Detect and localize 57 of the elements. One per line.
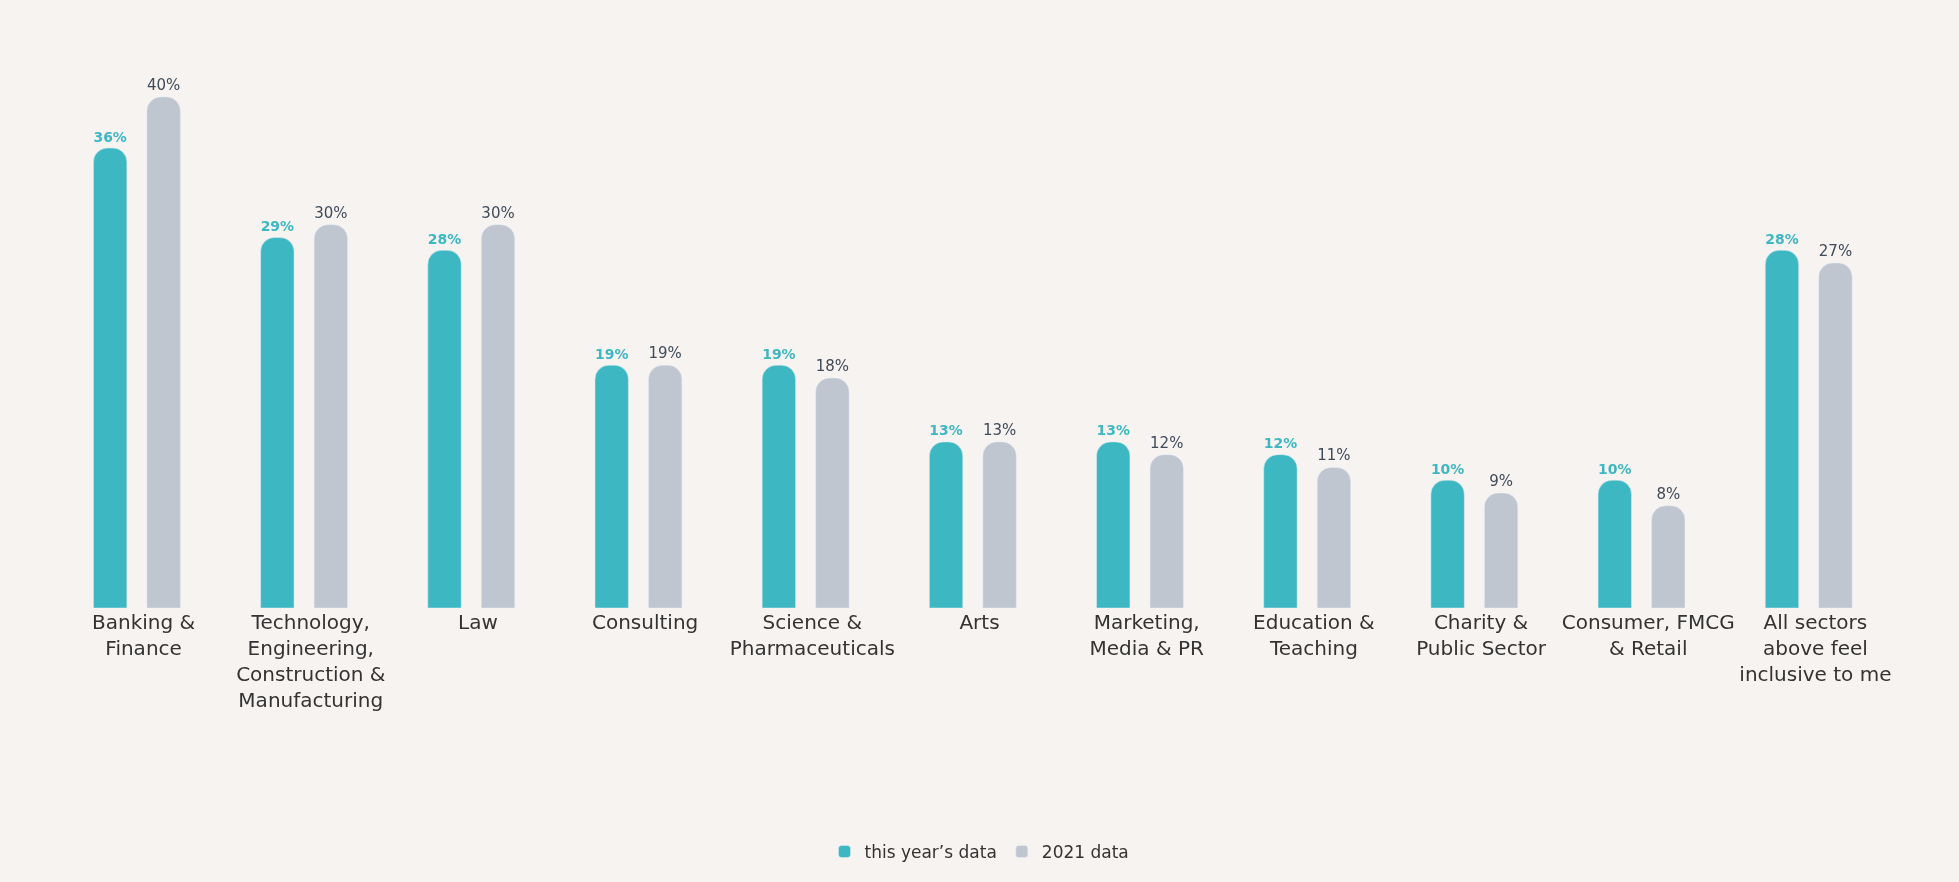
data-label: 28% xyxy=(427,230,462,247)
data-label: 36% xyxy=(93,128,127,145)
bar xyxy=(1316,467,1351,608)
data-label: 12% xyxy=(1263,435,1298,452)
bar xyxy=(1818,262,1853,608)
x-tick-label: Consumer, FMCG & Retail xyxy=(1561,610,1735,660)
data-label: 29% xyxy=(260,217,295,234)
bar xyxy=(146,96,181,608)
bar xyxy=(1263,454,1298,608)
data-label: 10% xyxy=(1598,460,1632,477)
x-tick-label: Marketing, Media & PR xyxy=(1089,610,1204,660)
data-label: 13% xyxy=(929,422,963,439)
data-label: 19% xyxy=(762,345,796,362)
bar xyxy=(1430,479,1465,608)
bar xyxy=(481,224,515,608)
data-label: 10% xyxy=(1430,460,1465,477)
data-label: 8% xyxy=(1656,484,1681,503)
bar xyxy=(427,249,462,608)
bar xyxy=(982,441,1017,608)
data-label: 30% xyxy=(314,203,348,222)
bar xyxy=(815,377,850,608)
bar xyxy=(260,237,295,608)
x-tick-label: Charity & Public Sector xyxy=(1416,610,1547,660)
legend-label: this year’s data xyxy=(864,842,997,863)
bar xyxy=(761,364,796,608)
bar xyxy=(1651,505,1686,608)
bar xyxy=(1484,492,1519,608)
x-tick-label: Consulting xyxy=(591,610,699,634)
bar xyxy=(1149,454,1184,608)
x-tick-label: Arts xyxy=(959,610,1000,634)
data-label: 13% xyxy=(1096,422,1130,439)
x-tick-label: Banking & Finance xyxy=(92,610,196,660)
x-tick-label: All sectors above feel inclusive to me xyxy=(1739,610,1892,686)
data-label: 18% xyxy=(815,357,850,376)
data-label: 19% xyxy=(648,344,682,363)
data-label: 30% xyxy=(481,203,515,222)
x-tick-label: Law xyxy=(458,610,498,634)
data-label: 12% xyxy=(1150,433,1184,452)
legend-label: 2021 data xyxy=(1041,842,1129,863)
bar xyxy=(594,364,629,608)
bar xyxy=(929,441,964,608)
data-label: 27% xyxy=(1818,242,1853,261)
bar xyxy=(1765,249,1799,608)
bar xyxy=(1096,441,1131,608)
data-label: 9% xyxy=(1489,472,1514,490)
bar xyxy=(93,147,128,608)
data-label: 28% xyxy=(1765,230,1799,247)
data-label: 13% xyxy=(982,420,1017,439)
x-tick-label: Education & Teaching xyxy=(1253,610,1375,660)
bar xyxy=(1597,479,1632,608)
data-label: 19% xyxy=(595,345,629,362)
x-tick-label: Technology, Engineering, Construction & Manufacturing xyxy=(236,610,386,712)
bar xyxy=(648,364,683,608)
data-label: 40% xyxy=(146,75,181,94)
bar xyxy=(313,224,348,608)
data-label: 11% xyxy=(1317,446,1351,465)
x-tick-label: Science & Pharmaceuticals xyxy=(729,610,895,660)
